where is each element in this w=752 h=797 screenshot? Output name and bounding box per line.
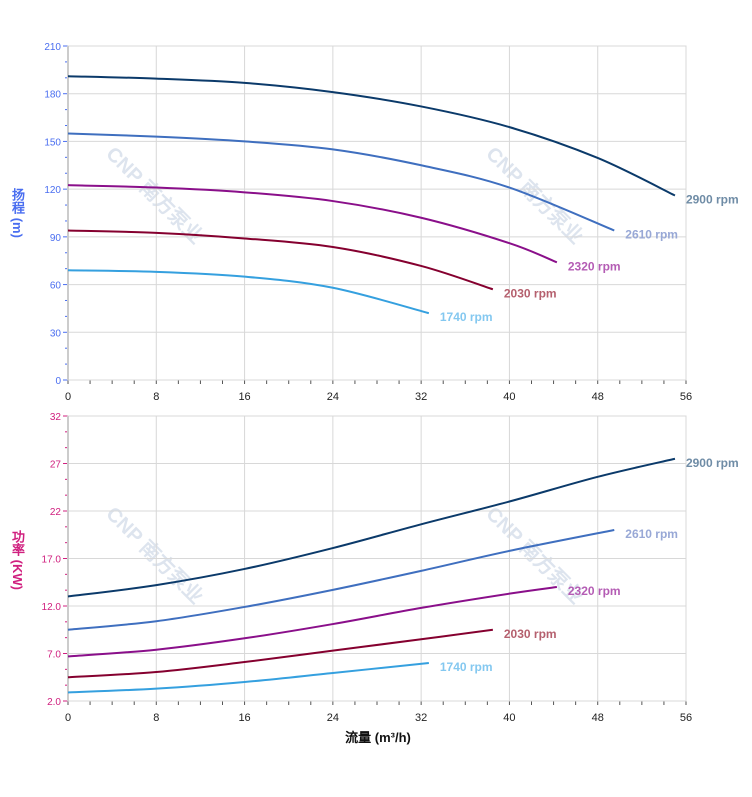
series-line-1740-rpm — [67, 269, 430, 315]
x-tick-label: 56 — [680, 391, 692, 403]
x-tick-label: 48 — [592, 712, 604, 724]
y-tick-label: 30 — [50, 328, 62, 339]
y-tick-label: 150 — [44, 137, 61, 148]
y-tick-label: 27 — [50, 460, 62, 471]
x-tick-label: 48 — [592, 391, 604, 403]
x-tick-label: 32 — [415, 391, 427, 403]
series-line-2900-rpm — [67, 457, 676, 598]
x-tick-label: 16 — [238, 712, 250, 724]
y-tick-label: 7.0 — [47, 650, 61, 661]
series-line-1740-rpm — [67, 662, 429, 694]
y-tick-label: 90 — [50, 233, 62, 244]
series-label: 1740 rpm — [440, 660, 493, 674]
power-y-axis-label: 功率 (KW) — [10, 530, 25, 590]
series-label: 1740 rpm — [440, 310, 493, 324]
y-tick-label: 120 — [44, 185, 61, 196]
watermark-logo: CNP 南方泵业 — [481, 142, 588, 249]
x-tick-label: 8 — [153, 391, 159, 403]
x-tick-label: 16 — [238, 391, 250, 403]
series-line-2610-rpm — [67, 529, 615, 631]
chart-panel-1: 0 8 16 24 32 40 48 56 2.0 7.0 12.0 17.0 22 27 32 流量 (m³… — [42, 412, 739, 745]
series-line-2030-rpm — [67, 628, 494, 679]
series-label: 2900 rpm — [686, 193, 739, 207]
x-tick-label: 56 — [680, 712, 692, 724]
series-line-2320-rpm — [67, 586, 558, 658]
series-line-2320-rpm — [67, 184, 558, 264]
series-label: 2030 rpm — [504, 286, 557, 300]
x-tick-label: 40 — [503, 391, 515, 403]
y-tick-label: 180 — [44, 90, 61, 101]
x-tick-label: 8 — [153, 712, 159, 724]
series-line-2030-rpm — [67, 229, 494, 291]
series-line-2900-rpm — [67, 75, 676, 197]
watermark-logo: CNP 南方泵业 — [101, 502, 208, 609]
chart-panel-0: 0 8 16 24 32 40 48 56 0 30 60 90 120 150 180 210 2900 rp… — [44, 42, 738, 403]
x-tick-label: 24 — [327, 712, 339, 724]
x-tick-label: 0 — [65, 391, 71, 403]
y-tick-label: 22 — [50, 507, 62, 518]
y-tick-label: 17.0 — [42, 555, 62, 566]
series-label: 2610 rpm — [625, 227, 678, 241]
series-label: 2030 rpm — [504, 627, 557, 641]
y-tick-label: 12.0 — [42, 602, 62, 613]
x-tick-label: 32 — [415, 712, 427, 724]
series-line-2610-rpm — [67, 132, 615, 232]
x-tick-label: 40 — [503, 712, 515, 724]
y-tick-label: 60 — [50, 281, 62, 292]
y-tick-label: 0 — [55, 376, 61, 387]
series-label: 2610 rpm — [625, 527, 678, 541]
x-tick-label: 0 — [65, 712, 71, 724]
series-label: 2320 rpm — [568, 259, 621, 273]
x-axis-label: 流量 (m³/h) — [345, 730, 411, 745]
series-label: 2900 rpm — [686, 456, 739, 470]
series-label: 2320 rpm — [568, 584, 621, 598]
head-y-axis-label: 扬程 (m) — [10, 188, 25, 238]
y-tick-label: 210 — [44, 42, 61, 53]
x-tick-label: 24 — [327, 391, 339, 403]
y-tick-label: 32 — [50, 412, 62, 423]
y-tick-label: 2.0 — [47, 697, 61, 708]
